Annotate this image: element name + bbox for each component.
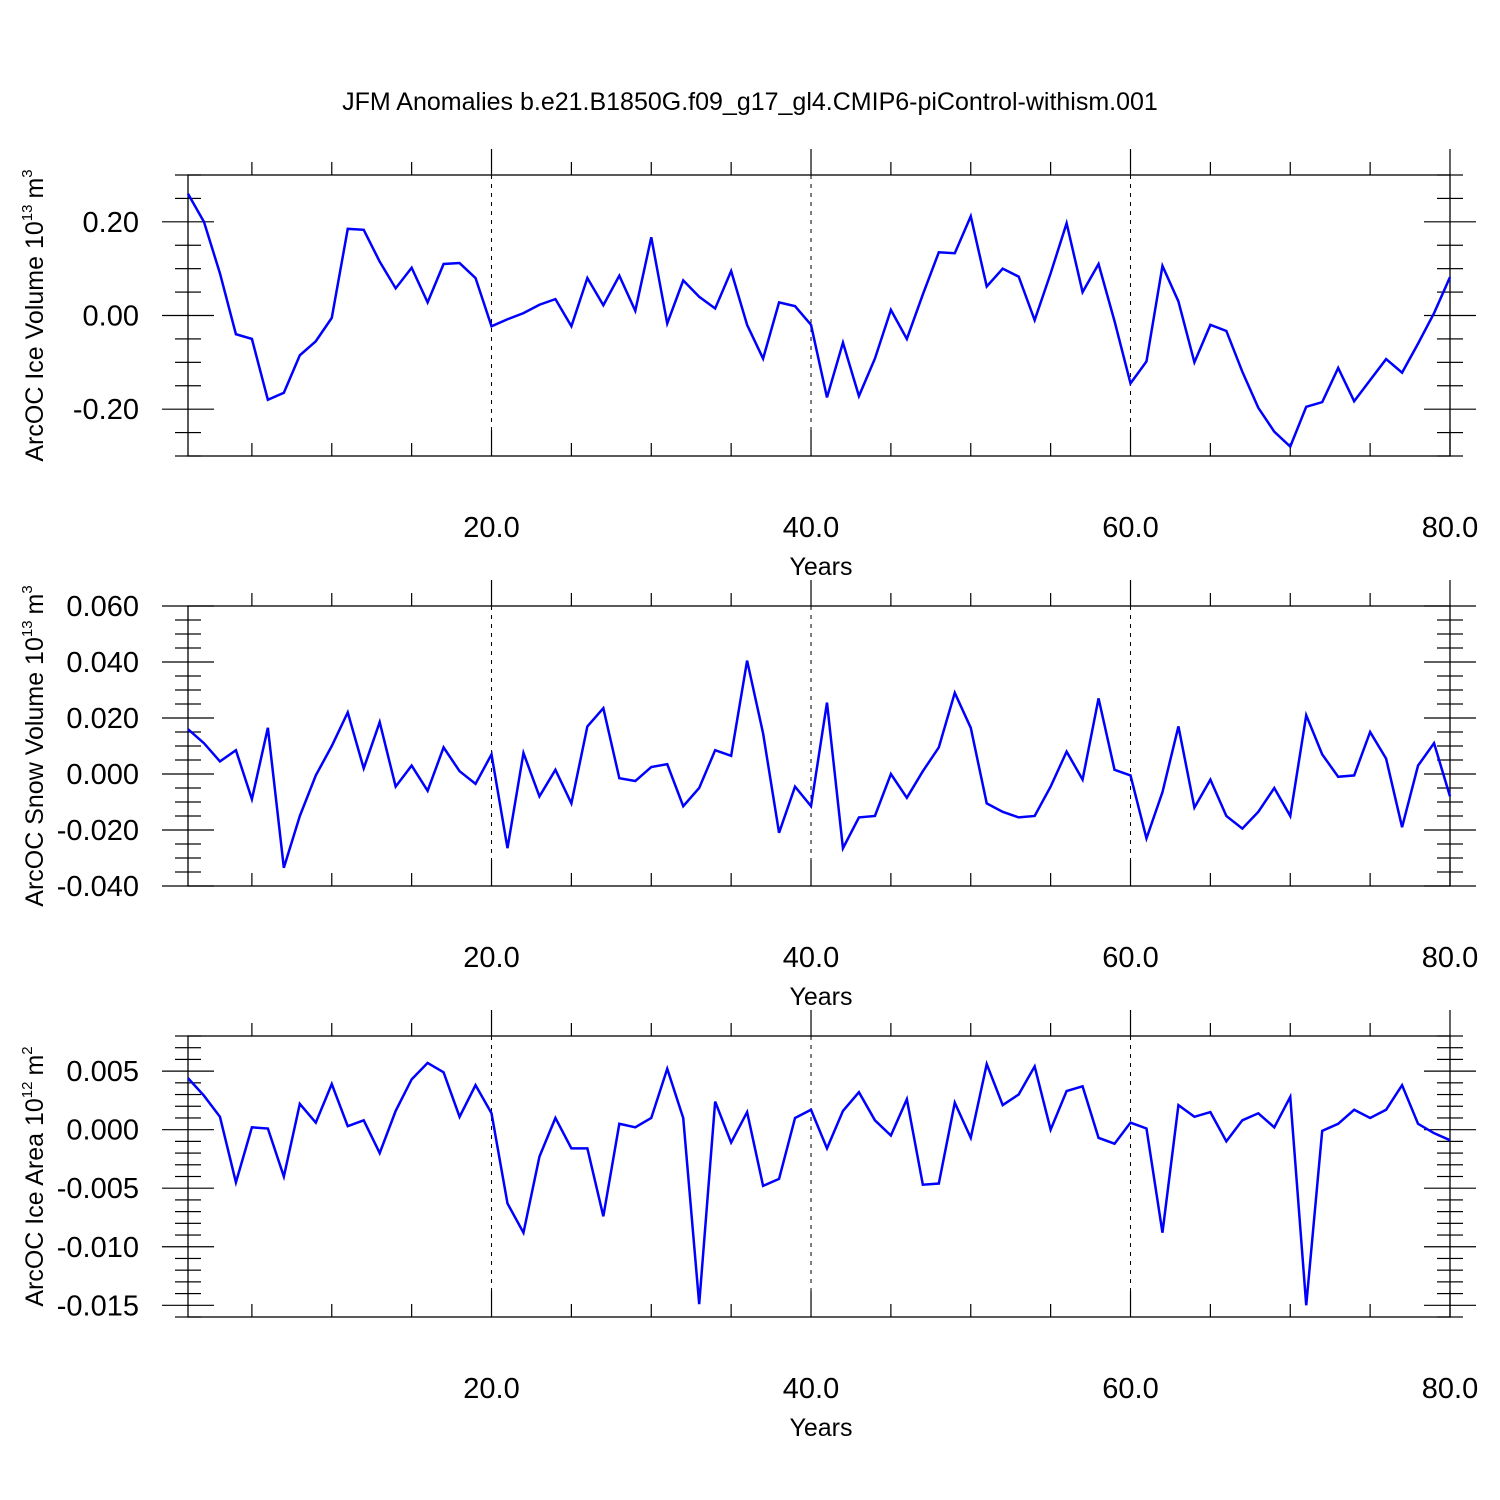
snow-volume-xtick-label: 60.0 bbox=[1102, 942, 1158, 974]
snow-volume-xlabel: Years bbox=[789, 983, 852, 1011]
figure-title: JFM Anomalies b.e21.B1850G.f09_g17_gl4.C… bbox=[342, 88, 1158, 116]
ice-area-xtick-label: 20.0 bbox=[463, 1373, 519, 1405]
ice-area-ytick-label: -0.015 bbox=[57, 1290, 139, 1322]
ice-volume-ylabel: ArcOC Ice Volume 1013m3 bbox=[19, 169, 49, 461]
ice-volume-panel: 20.0 40.0 60.0 80.0 -0.20 0.00 0.20 Years ArcOC … bbox=[19, 149, 1478, 581]
ice-area-ylabel: ArcOC Ice Area 1012m2 bbox=[19, 1046, 49, 1306]
ice-area-ytick-label: -0.005 bbox=[57, 1173, 139, 1205]
ice-area-xtick-label: 80.0 bbox=[1422, 1373, 1478, 1405]
ice-area-ytick-label: 0.005 bbox=[66, 1056, 139, 1088]
snow-volume-ytick-label: -0.040 bbox=[57, 871, 139, 903]
snow-volume-series-line bbox=[187, 660, 1452, 869]
ice-volume-xtick-label: 20.0 bbox=[463, 512, 519, 544]
ice-area-xtick-label: 40.0 bbox=[783, 1373, 839, 1405]
ice-area-ytick-label: -0.010 bbox=[57, 1232, 139, 1264]
snow-volume-xtick-label: 20.0 bbox=[463, 942, 519, 974]
snow-volume-ytick-label: -0.020 bbox=[57, 815, 139, 847]
ice-volume-ytick-label: -0.20 bbox=[73, 394, 139, 426]
ice-area-xlabel: Years bbox=[789, 1414, 852, 1442]
ice-area-xtick-label: 60.0 bbox=[1102, 1373, 1158, 1405]
snow-volume-ytick-label: 0.020 bbox=[66, 703, 139, 735]
ice-volume-series-line bbox=[186, 193, 1452, 449]
ice-area-ytick-label: 0.000 bbox=[66, 1115, 139, 1147]
snow-volume-ylabel: ArcOC Snow Volume 1013m3 bbox=[19, 585, 49, 906]
ice-volume-frame bbox=[187, 174, 1451, 457]
snow-volume-xtick-label: 40.0 bbox=[783, 942, 839, 974]
snow-volume-frame bbox=[187, 605, 1451, 887]
ice-area-frame bbox=[187, 1035, 1451, 1318]
ice-volume-ytick-label: 0.20 bbox=[83, 207, 139, 239]
ice-volume-ytick-label: 0.00 bbox=[83, 301, 139, 333]
ice-area-series-line bbox=[187, 1059, 1451, 1306]
snow-volume-ytick-label: 0.040 bbox=[66, 647, 139, 679]
snow-volume-ytick-label: 0.060 bbox=[66, 591, 139, 623]
snow-volume-xtick-label: 80.0 bbox=[1422, 942, 1478, 974]
snow-volume-panel: 20.0 40.0 60.0 80.0 -0.040 -0.020 0.000 0.020 0.… bbox=[19, 580, 1478, 1011]
ice-volume-xlabel: Years bbox=[789, 553, 852, 581]
ice-area-panel: 20.0 40.0 60.0 80.0 -0.015 -0.010 -0.005 0.000 0… bbox=[19, 1010, 1478, 1442]
ice-volume-xtick-label: 60.0 bbox=[1102, 512, 1158, 544]
ice-volume-xtick-label: 40.0 bbox=[783, 512, 839, 544]
snow-volume-ytick-label: 0.000 bbox=[66, 759, 139, 791]
ice-volume-xtick-label: 80.0 bbox=[1422, 512, 1478, 544]
